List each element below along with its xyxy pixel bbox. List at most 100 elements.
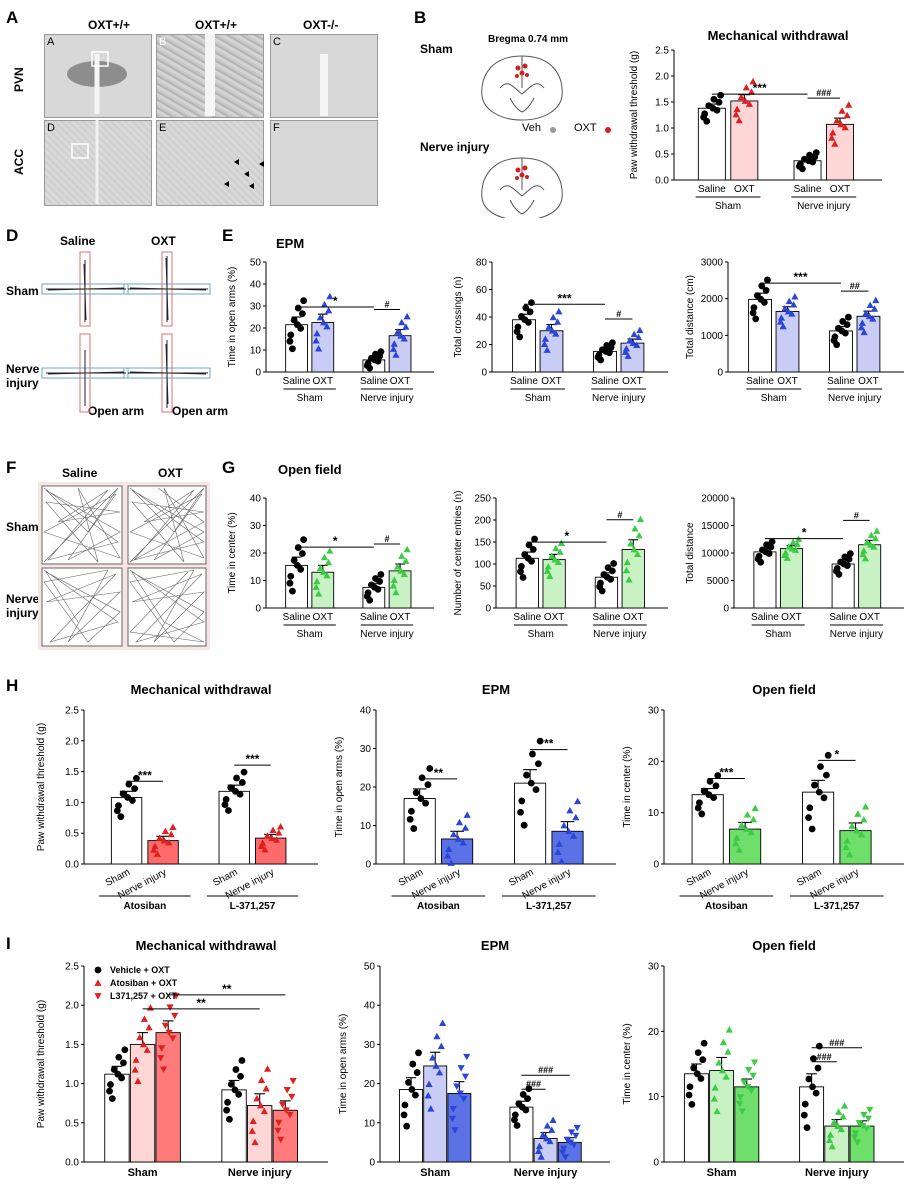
data-point xyxy=(555,840,563,847)
data-point xyxy=(711,1084,719,1091)
data-point xyxy=(517,563,525,570)
data-point xyxy=(853,1139,862,1146)
data-point xyxy=(719,1038,728,1046)
data-point xyxy=(518,1103,526,1111)
chart-g-center-entries: 0 50 100 150 200 250 Number of center entries … xyxy=(453,490,668,640)
bar xyxy=(621,549,645,609)
legend-marker xyxy=(94,993,102,1000)
data-point xyxy=(456,1090,464,1097)
data-point xyxy=(855,1120,863,1127)
data-point xyxy=(413,1069,421,1076)
data-point xyxy=(848,822,856,829)
bar xyxy=(285,564,308,609)
data-point xyxy=(125,780,133,788)
data-point xyxy=(854,810,862,817)
data-point xyxy=(633,550,642,558)
bar xyxy=(799,1086,825,1163)
data-point xyxy=(714,772,722,779)
data-point xyxy=(415,1049,422,1057)
data-point xyxy=(517,568,524,575)
significance-label: ## xyxy=(850,281,860,291)
data-point xyxy=(635,531,643,539)
data-point xyxy=(114,1070,122,1078)
bar xyxy=(824,1125,850,1163)
category-label: OXT xyxy=(781,612,802,623)
data-point xyxy=(560,821,568,829)
data-point xyxy=(543,346,551,353)
data-point xyxy=(300,536,308,544)
group-label: Atosiban xyxy=(417,901,460,912)
data-point xyxy=(275,829,283,836)
y-tick-label: 0.0 xyxy=(65,860,79,871)
data-point xyxy=(410,825,418,832)
data-point xyxy=(623,558,631,566)
data-point xyxy=(860,815,868,823)
data-point xyxy=(777,314,786,321)
data-point xyxy=(822,771,830,779)
data-point xyxy=(543,567,551,574)
y-tick-label: 2.0 xyxy=(65,736,79,747)
data-point xyxy=(546,572,554,579)
data-point xyxy=(776,318,785,325)
y-axis-label: Total crossings (n) xyxy=(453,276,464,357)
data-point xyxy=(459,839,467,846)
category-label: OXT xyxy=(859,612,880,623)
data-point xyxy=(537,1153,545,1160)
panel-letter-h: H xyxy=(6,676,19,695)
bar xyxy=(551,830,584,865)
data-point xyxy=(552,544,560,552)
data-point xyxy=(165,839,173,846)
data-point xyxy=(408,1086,416,1093)
data-point xyxy=(863,538,871,545)
y-tick-label: 1.0 xyxy=(65,798,79,809)
data-point xyxy=(867,531,875,539)
data-point xyxy=(544,562,552,570)
y-tick-label: 1000 xyxy=(701,331,724,342)
group-label: Nerve injury xyxy=(228,1167,292,1179)
data-point xyxy=(110,1066,118,1073)
data-point xyxy=(448,1115,456,1123)
data-point xyxy=(542,1134,551,1142)
data-point xyxy=(274,1127,282,1135)
data-point xyxy=(803,1124,811,1132)
data-point xyxy=(860,328,868,336)
data-point xyxy=(392,351,400,358)
data-point xyxy=(455,818,464,826)
significance-label: # xyxy=(616,309,621,319)
data-point xyxy=(539,1131,547,1138)
chart-g-total-distance: 0 5000 10000 15000 20000 Total distance * # Sali… xyxy=(685,494,904,640)
data-point xyxy=(277,1136,285,1144)
y-tick-label: 0 xyxy=(653,1158,659,1169)
data-point xyxy=(511,1116,518,1124)
y-tick-label: 60 xyxy=(476,285,488,296)
data-point xyxy=(826,1131,835,1138)
data-point xyxy=(630,330,638,338)
data-point xyxy=(424,781,432,789)
chart-h-mechanical-withdrawal: Mechanical withdrawal 0.0 0.5 1.0 1.5 2.0 2.5 P… xyxy=(36,682,318,912)
legend-label: Vehicle + OXT xyxy=(110,965,170,975)
row-head-acc: ACC xyxy=(12,149,26,175)
y-tick-label: 10 xyxy=(250,576,262,587)
y-tick-label: 0 xyxy=(717,368,723,379)
data-point xyxy=(263,832,271,839)
data-point xyxy=(717,91,724,99)
significance-label: * xyxy=(333,294,338,308)
y-tick-label: 30 xyxy=(360,744,372,755)
data-point xyxy=(603,573,611,581)
bar xyxy=(104,1073,130,1163)
y-tick-label: 40 xyxy=(250,280,262,291)
data-point xyxy=(846,550,854,558)
data-point xyxy=(546,1137,554,1145)
data-point xyxy=(815,788,823,796)
data-point xyxy=(282,1107,290,1114)
bar xyxy=(539,330,564,373)
data-point xyxy=(844,313,852,321)
data-point xyxy=(569,832,578,839)
data-point xyxy=(136,1033,144,1041)
data-point xyxy=(158,1045,166,1052)
data-point xyxy=(463,811,471,818)
data-point xyxy=(451,1127,459,1134)
data-point xyxy=(527,779,535,787)
data-point xyxy=(398,552,406,559)
data-point xyxy=(300,297,308,305)
